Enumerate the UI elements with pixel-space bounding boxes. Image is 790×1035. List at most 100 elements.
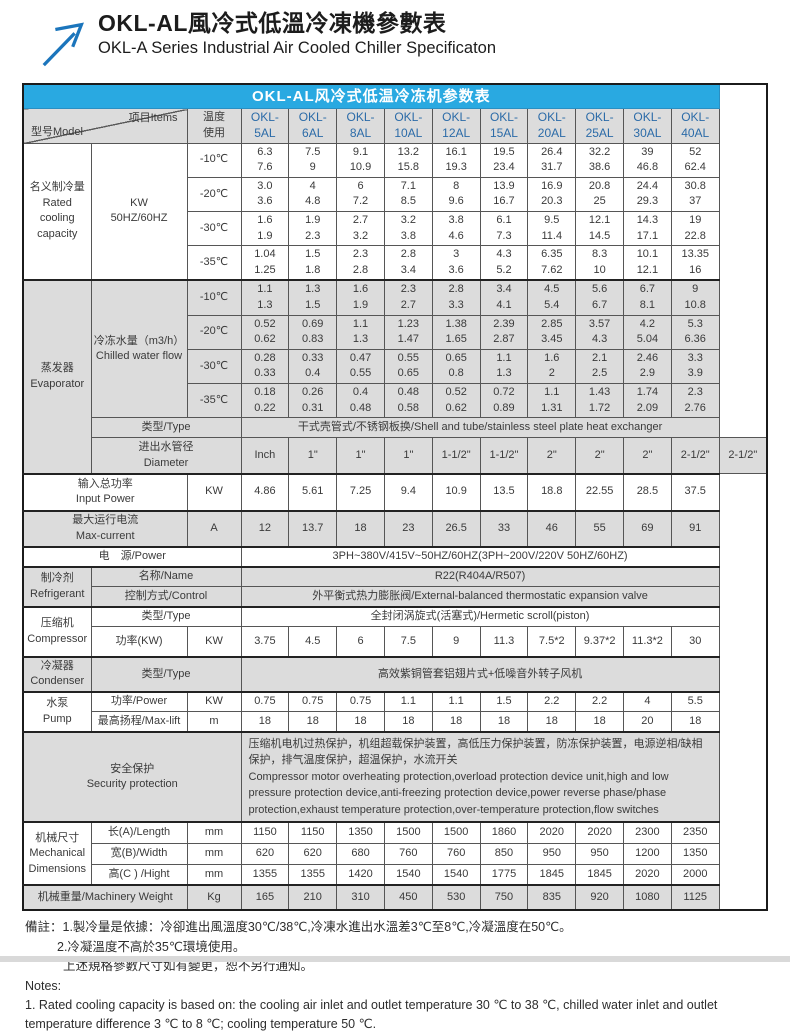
value-cell: 13.7 [288,509,338,548]
value-cell: 26.4 31.7 [527,142,577,178]
security-label: 安全保护 Security protection [22,730,242,823]
value-cell: 18 [527,711,577,733]
refrigerant-name-label: 名称/Name [90,565,242,588]
evap-row-20: -20℃ 0.52 0.62 0.69 0.83 1.1 1.3 1.23 1.47 1.38 1… [23,314,767,350]
value-cell: 1.5 1.8 [288,245,338,281]
value-cell: 1.1 1.3 [336,314,385,350]
value-cell: 18.8 [527,472,577,512]
value-cell: 3.75 [240,626,290,658]
model-header-cell: OKL- 25AL [575,108,624,144]
value-cell: 1.9 2.3 [288,210,338,247]
value-cell: 1-1/2" [431,437,481,475]
value-cell: 3.0 3.6 [240,176,290,212]
weight-label: 机械重量/Machinery Weight [22,884,188,911]
refrigerant-control-label: 控制方式/Control [90,586,242,608]
compressor-power-label: 功率(KW) [90,626,188,658]
rated-row-20: -20℃ 3.0 3.6 4 4.8 6 7.2 7.1 8.5 8 9.6 13.9 16.7 16.… [23,176,767,212]
dimension-height-row: 高(C ) /Hight mm 1355 1355 1420 1540 1540 1775… [23,863,767,886]
value-cell: 1500 [431,821,481,844]
value-cell: 210 [288,884,338,911]
note-zh-1: 備註：1.製冷量是依據：冷卻進出風溫度30℃/38℃,冷凍水進出水溫差3℃至8℃… [25,920,572,935]
value-cell: 1200 [623,842,672,865]
value-cell: 55 [575,509,624,548]
value-cell: 6.3 7.6 [240,142,290,178]
value-cell: 0.69 0.83 [288,314,338,350]
value-cell: 0.18 0.22 [240,383,290,419]
value-cell: 0.28 0.33 [240,348,290,385]
dimensions-label: 机械尺寸 Mechanical Dimensions [22,821,92,886]
value-cell: 1500 [383,821,433,844]
value-cell: 18 [575,711,624,733]
compressor-power-row: 功率(KW) KW 3.75 4.5 6 7.5 9 11.3 7.5*2 9.37*2 11.… [23,626,767,658]
value-cell: 1" [383,437,433,475]
value-cell: 2.2 [527,690,577,713]
value-cell: 1150 [288,821,338,844]
value-cell: 10.1 12.1 [623,245,672,281]
value-cell: 0.26 0.31 [288,383,338,419]
model-header-cell: OKL- 8AL [336,108,385,144]
value-cell: 2000 [670,863,720,886]
model-header-cell: OKL- 15AL [479,108,529,144]
dimension-length-row: 机械尺寸 Mechanical Dimensions 长(A)/Length mm… [22,821,767,886]
value-cell: 28.5 [623,472,672,512]
power-supply-row: 电 源/Power 3PH~380V/415V~50HZ/60HZ(3PH~20… [22,545,767,568]
pump-power-row: 水泵 Pump 功率/Power KW 0.75 0.75 0.75 1.1 1.1 1.5… [22,690,767,733]
value-cell: 1.1 [431,690,481,713]
table-title-row: OKL-AL风冷式低温冷冻机参数表 [22,83,767,110]
length-label: 长(A)/Length [90,821,188,844]
temp-label: -10℃ [186,279,242,316]
value-cell: 2.85 3.45 [527,314,577,350]
input-power-unit: KW [186,472,242,512]
value-cell: 2.1 2.5 [575,348,624,385]
compressor-label: 压缩机 Compressor [22,605,92,658]
value-cell: 0.72 0.89 [479,383,529,419]
value-cell: 1540 [431,863,481,886]
value-cell: 18 [479,711,529,733]
value-cell: 9.37*2 [575,626,624,658]
value-cell: 37.5 [670,472,720,512]
value-cell: 0.4 0.48 [336,383,385,419]
rated-label: 名义制冷量 Rated cooling capacity [22,142,92,281]
value-cell: 5.3 6.36 [670,314,720,350]
value-cell: 1.1 [383,690,433,713]
value-cell: 165 [240,884,290,911]
value-cell: 1.6 2 [527,348,577,385]
pump-label: 水泵 Pump [22,690,92,733]
value-cell: 69 [623,509,672,548]
rated-row-10: 名义制冷量 Rated cooling capacity KW 50HZ/60HZ … [22,142,767,281]
chilled-water-flow-label: 冷冻水量（m3/h） Chilled water flow [90,279,188,419]
value-cell: 1860 [479,821,529,844]
value-cell: 39 46.8 [623,142,672,178]
page-title: OKL-AL風冷式低溫冷凍機參數表 [98,10,447,36]
value-cell: 22.55 [575,472,624,512]
value-cell: 680 [336,842,385,865]
security-text-zh: 压缩机电机过热保护，机组超载保护装置，高低压力保护装置，防冻保护装置，电源逆相/… [248,737,703,767]
value-cell: 1540 [383,863,433,886]
weight-unit: Kg [186,884,242,911]
compressor-type-row: 压缩机 Compressor 类型/Type 全封闭涡旋式(活塞式)/Hermet… [22,605,767,658]
temp-label: -20℃ [186,314,242,350]
temp-label: -30℃ [186,210,242,247]
value-cell: 7.5*2 [527,626,577,658]
value-cell: 530 [431,884,481,911]
value-cell: 3.4 4.1 [479,279,529,316]
value-cell: 2" [623,437,672,475]
security-text-en: Compressor motor overheating protection,… [248,770,669,816]
value-cell: 5.5 [670,690,720,713]
corner-items-label: 项目Items [128,112,178,125]
title-block: OKL-AL風冷式低溫冷凍機參數表 OKL-A Series Industria… [98,9,496,59]
value-cell: 30.8 37 [670,176,720,212]
compressor-power-unit: KW [186,626,242,658]
value-cell: 18 [288,711,338,733]
evap-row-35: -35℃ 0.18 0.22 0.26 0.31 0.4 0.48 0.48 0.58 0.52… [23,383,767,419]
model-header-row: 型号Model 项目Items 温度 使用 OKL- 5AL OKL- 6AL OKL- 8… [22,108,767,144]
value-cell: 14.3 17.1 [623,210,672,247]
security-text: 压缩机电机过热保护，机组超载保护装置，高低压力保护装置，防冻保护装置，电源逆相/… [240,730,720,823]
value-cell: 0.75 [240,690,290,713]
value-cell: 4.86 [240,472,290,512]
value-cell: 10.9 [431,472,481,512]
value-cell: 760 [431,842,481,865]
value-cell: 13.35 16 [670,245,720,281]
note-en-1: 1. Rated cooling capacity is based on: t… [25,997,718,1032]
value-cell: 4 4.8 [288,176,338,212]
